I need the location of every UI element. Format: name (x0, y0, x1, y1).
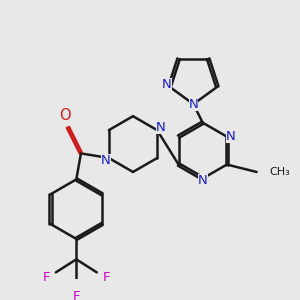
Text: CH₃: CH₃ (270, 167, 290, 177)
Text: N: N (101, 154, 111, 167)
Text: N: N (226, 130, 236, 143)
Text: N: N (188, 98, 198, 111)
Text: F: F (73, 290, 80, 300)
Text: F: F (43, 272, 50, 284)
Text: N: N (162, 78, 172, 92)
Text: N: N (198, 174, 208, 187)
Text: O: O (59, 108, 71, 123)
Text: N: N (156, 121, 166, 134)
Text: F: F (102, 272, 110, 284)
